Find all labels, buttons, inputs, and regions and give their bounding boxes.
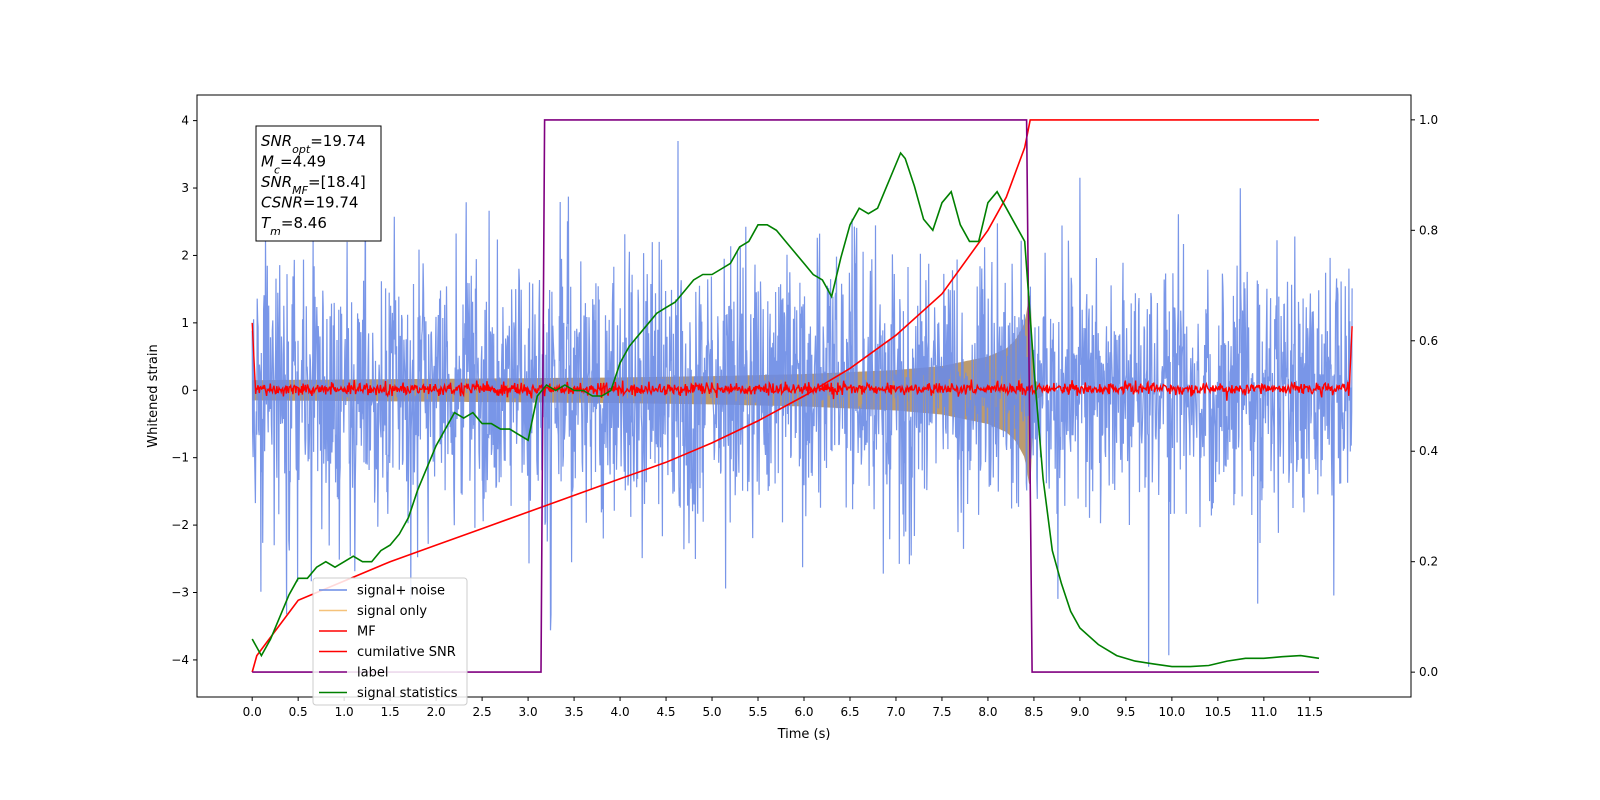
x-tick-label: 1.0 xyxy=(335,705,354,719)
x-axis-ticks: 0.0 0.5 1.0 1.5 2.0 2.5 3.0 3.5 4.0 4.5 5.0 5.5 6.0 6… xyxy=(243,697,1323,719)
signal-plus-noise-line xyxy=(251,140,1353,667)
x-tick-label: 4.0 xyxy=(611,705,630,719)
y2-tick-label: 0.2 xyxy=(1419,555,1438,569)
y-tick-label: −3 xyxy=(171,586,189,600)
legend-label: signal statistics xyxy=(357,686,458,701)
y-tick-label: 1 xyxy=(181,316,189,330)
x-tick-label: 11.0 xyxy=(1250,705,1277,719)
x-tick-label: 0.0 xyxy=(243,705,262,719)
x-tick-label: 3.5 xyxy=(565,705,584,719)
annotation-box: SNRopt=19.74Mc=4.49SNRMF=[18.4]CSNR=19.7… xyxy=(255,125,382,242)
x-tick-label: 0.5 xyxy=(289,705,308,719)
x-tick-label: 3.0 xyxy=(519,705,538,719)
y-tick-label: −1 xyxy=(171,451,189,465)
x-tick-label: 8.0 xyxy=(978,705,997,719)
x-tick-label: 7.5 xyxy=(932,705,951,719)
y-tick-label: 3 xyxy=(181,181,189,195)
legend-label: cumilative SNR xyxy=(357,645,456,660)
mf-series xyxy=(251,322,1353,401)
y2-tick-label: 0.4 xyxy=(1419,444,1438,458)
x-tick-label: 8.5 xyxy=(1024,705,1043,719)
label-line xyxy=(252,119,1319,673)
y2-axis-ticks: 1.0 0.8 0.6 0.4 0.2 0.0 xyxy=(1411,113,1438,679)
y2-tick-label: 0.8 xyxy=(1419,223,1438,237)
legend-frame xyxy=(312,577,468,706)
y-tick-label: −2 xyxy=(171,518,189,532)
annotation-csnr: CSNR=19.74 xyxy=(261,194,358,212)
x-axis-label: Time (s) xyxy=(777,727,831,742)
x-tick-label: 2.5 xyxy=(473,705,492,719)
y2-tick-label: 1.0 xyxy=(1419,113,1438,127)
annotation-frame xyxy=(255,125,382,242)
legend-label: label xyxy=(357,666,388,681)
x-tick-label: 4.5 xyxy=(656,705,675,719)
annotation-mc: Mc=4.49 xyxy=(261,153,326,177)
right-axis-series xyxy=(251,119,1320,673)
x-tick-label: 2.0 xyxy=(427,705,446,719)
x-tick-label: 5.0 xyxy=(702,705,721,719)
y-axis-label: Whitened strain xyxy=(146,344,161,447)
x-tick-label: 7.0 xyxy=(886,705,905,719)
x-tick-label: 9.5 xyxy=(1116,705,1135,719)
x-tick-label: 10.5 xyxy=(1205,705,1232,719)
x-tick-label: 6.0 xyxy=(794,705,813,719)
x-tick-label: 5.5 xyxy=(748,705,767,719)
y2-tick-label: 0.0 xyxy=(1419,665,1438,679)
y-tick-label: 2 xyxy=(181,248,189,262)
legend-label: signal+ noise xyxy=(357,584,445,599)
signal-statistics-line xyxy=(251,151,1320,668)
annotation-tm: Tm=8.46 xyxy=(261,214,327,238)
y-tick-label: 4 xyxy=(181,114,189,128)
x-tick-label: 6.5 xyxy=(840,705,859,719)
legend-label: MF xyxy=(357,625,376,640)
x-tick-label: 9.0 xyxy=(1070,705,1089,719)
annotation-snr-mf: SNRMF=[18.4] xyxy=(261,173,366,197)
x-tick-label: 1.5 xyxy=(381,705,400,719)
mf-line xyxy=(251,322,1353,401)
annotation-snr-opt: SNRopt=19.74 xyxy=(261,132,366,156)
y-tick-label: 0 xyxy=(181,383,189,397)
legend-label: signal only xyxy=(357,604,427,619)
x-tick-label: 10.0 xyxy=(1159,705,1186,719)
x-tick-label: 11.5 xyxy=(1296,705,1323,719)
y-tick-label: −4 xyxy=(171,653,189,667)
y-axis-ticks: 4 3 2 1 0 −1 −2 −3 −4 xyxy=(171,114,197,667)
signal-plus-noise-series xyxy=(251,140,1353,667)
cumilative-snr-line xyxy=(251,119,1319,673)
y2-tick-label: 0.6 xyxy=(1419,334,1438,348)
legend: signal+ noise signal only MF cumilative SNR… xyxy=(312,577,468,706)
